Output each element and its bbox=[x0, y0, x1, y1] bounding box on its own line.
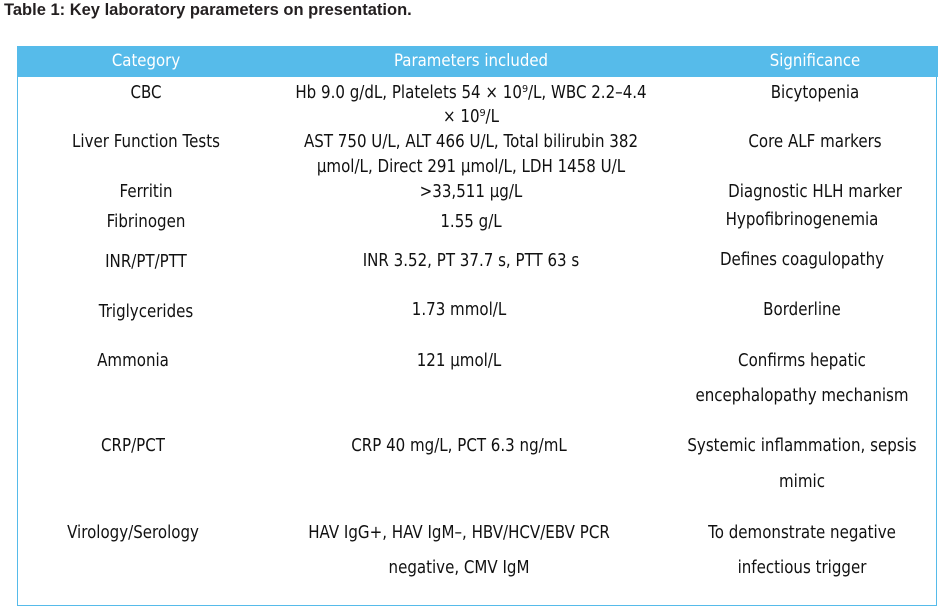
significance-cell: Diagnostic HLH marker bbox=[728, 182, 902, 202]
parameters-cell: AST 750 U/L, ALT 466 U/L, Total bilirubi… bbox=[303, 132, 639, 152]
parameters-cell: >33,511 µg/L bbox=[419, 182, 523, 202]
parameters-cell: CRP 40 mg/L, PCT 6.3 ng/mL bbox=[351, 436, 567, 456]
significance-cell: Confirms hepatic bbox=[738, 351, 866, 371]
parameters-cell: × 10⁹/L bbox=[442, 107, 500, 127]
parameters-cell: 1.55 g/L bbox=[440, 212, 502, 232]
header-parameters: Parameters included bbox=[393, 51, 549, 71]
parameters-cell: 121 µmol/L bbox=[416, 351, 502, 371]
significance-cell: mimic bbox=[779, 472, 825, 492]
category-cell: Ammonia bbox=[97, 351, 169, 371]
parameters-cell: Hb 9.0 g/dL, Platelets 54 × 10⁹/L, WBC 2… bbox=[295, 83, 647, 103]
header-significance: Significance bbox=[769, 51, 861, 71]
category-cell: CRP/PCT bbox=[101, 436, 165, 456]
table-frame bbox=[17, 46, 937, 606]
category-cell: INR/PT/PTT bbox=[105, 252, 187, 272]
category-cell: Ferritin bbox=[119, 182, 173, 202]
significance-cell: Core ALF markers bbox=[748, 132, 882, 152]
parameters-cell: negative, CMV IgM bbox=[388, 558, 530, 578]
significance-cell: Defines coagulopathy bbox=[719, 250, 885, 270]
significance-cell: Bicytopenia bbox=[770, 83, 860, 103]
category-cell: Liver Function Tests bbox=[72, 132, 220, 152]
parameters-cell: HAV IgG+, HAV IgM–, HBV/HCV/EBV PCR bbox=[308, 523, 610, 543]
parameters-cell: 1.73 mmol/L bbox=[411, 300, 507, 320]
significance-cell: Systemic inflammation, sepsis bbox=[687, 436, 917, 456]
category-cell: Virology/Serology bbox=[67, 523, 199, 543]
category-cell: Fibrinogen bbox=[106, 212, 186, 232]
significance-cell: encephalopathy mechanism bbox=[695, 386, 909, 406]
header-category: Category bbox=[111, 51, 181, 71]
significance-cell: Borderline bbox=[763, 300, 841, 320]
significance-cell: To demonstrate negative bbox=[708, 523, 896, 543]
table-header bbox=[17, 46, 938, 77]
category-cell: CBC bbox=[130, 83, 162, 103]
significance-cell: infectious trigger bbox=[737, 558, 867, 578]
significance-cell: Hypofibrinogenemia bbox=[725, 210, 879, 230]
table-caption: Table 1: Key laboratory parameters on pr… bbox=[4, 1, 412, 19]
parameters-cell: µmol/L, Direct 291 µmol/L, LDH 1458 U/L bbox=[316, 157, 626, 177]
category-cell: Triglycerides bbox=[98, 302, 194, 322]
parameters-cell: INR 3.52, PT 37.7 s, PTT 63 s bbox=[362, 251, 580, 271]
